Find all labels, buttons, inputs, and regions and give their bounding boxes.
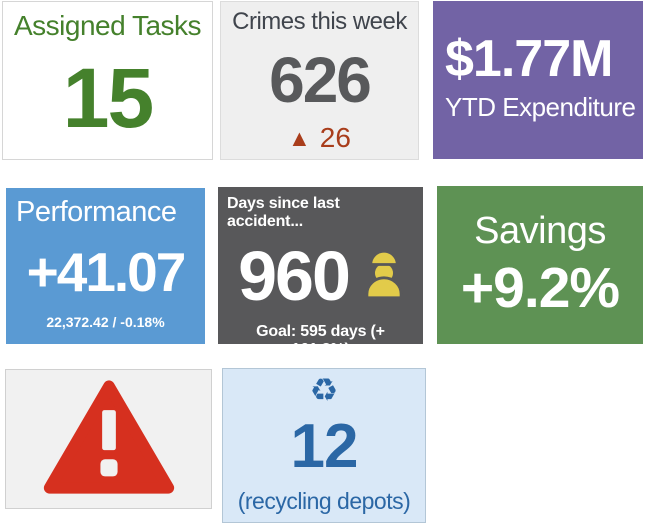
savings-title: Savings [474,210,606,253]
recycling-label: (recycling depots) [237,488,411,514]
accident-value: 960 [238,237,351,315]
worker-person-icon [365,249,403,303]
accident-goal: Goal: 595 days (+ 161.3%) [256,323,385,344]
crimes-value: 626 [269,44,372,116]
card-days-since-accident: Days since last accident... 960 Goal: 59… [218,187,423,344]
savings-value: +9.2% [460,256,620,321]
recycle-icon: ♻ [309,371,339,409]
card-ytd-expenditure: $1.77M YTD Expenditure [433,1,643,159]
crimes-delta: ▲ 26 [288,122,351,154]
card-warning [5,369,212,509]
accident-title: Days since last accident... [227,195,340,230]
expenditure-label: YTD Expenditure [445,92,636,123]
card-savings: Savings +9.2% [437,186,643,344]
recycling-value: 12 [290,412,359,481]
crimes-title: Crimes this week [232,8,407,35]
performance-value: +41.07 [26,241,187,303]
assigned-tasks-title: Assigned Tasks [13,10,202,41]
card-recycling-depots: ♻ 12 (recycling depots) [222,368,426,523]
performance-detail: 22,372.42 / -0.18% [46,314,165,330]
up-triangle-icon: ▲ [288,124,311,151]
accident-value-row: 960 [227,241,414,311]
performance-title: Performance [16,196,177,228]
card-crimes-this-week: Crimes this week 626 ▲ 26 [220,1,419,160]
crimes-delta-value: 26 [319,122,351,153]
expenditure-value: $1.77M [445,29,613,88]
card-performance: Performance +41.07 22,372.42 / -0.18% [6,188,205,344]
warning-triangle-icon [40,377,178,502]
card-assigned-tasks: Assigned Tasks 15 [2,1,213,160]
assigned-tasks-value: 15 [62,51,154,145]
